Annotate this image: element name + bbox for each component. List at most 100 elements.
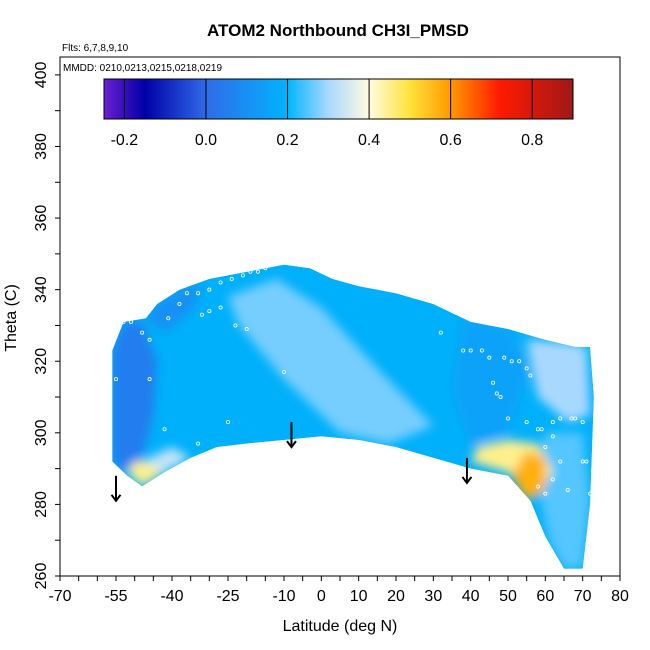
sample-point — [248, 269, 253, 274]
sample-point — [588, 491, 593, 496]
y-tick-label: 300 — [33, 419, 50, 446]
x-tick-label: 70 — [574, 588, 592, 605]
sample-point — [468, 348, 473, 353]
sample-point — [494, 391, 499, 396]
field-region-south-light — [142, 447, 191, 473]
colorbar: -0.2 0.0 0.2 0.4 0.6 0.8 — [103, 78, 574, 149]
colorbar-tick-label: 0.8 — [521, 132, 543, 149]
sample-point — [207, 309, 212, 314]
sample-point — [550, 434, 555, 439]
arrow-marker — [461, 457, 473, 485]
sample-point — [479, 348, 484, 353]
sample-point — [218, 305, 223, 310]
y-tick-label: 340 — [33, 276, 50, 303]
x-tick-label: 60 — [536, 588, 554, 605]
sample-point — [535, 427, 540, 432]
sample-point — [509, 359, 514, 364]
sample-point — [207, 287, 212, 292]
chart-title: ATOM2 Northbound CH3I_PMSD — [207, 21, 469, 40]
y-tick-label: 260 — [33, 563, 50, 590]
field-region-upper-west — [145, 282, 202, 333]
field-region-central-light — [228, 278, 434, 444]
sample-point — [162, 427, 167, 432]
x-tick-label: 20 — [387, 588, 405, 605]
sample-point — [147, 337, 152, 342]
sample-point — [528, 373, 533, 378]
sample-point — [498, 395, 503, 400]
sample-point — [502, 355, 507, 360]
sample-point — [229, 276, 234, 281]
sample-point — [218, 280, 223, 285]
sample-point — [281, 369, 286, 374]
sample-point — [267, 262, 272, 267]
sample-point — [121, 319, 126, 324]
x-tick-label: -55 — [104, 588, 127, 605]
sample-point — [438, 330, 443, 335]
colorbar-ticks: -0.2 0.0 0.2 0.4 0.6 0.8 — [111, 79, 543, 149]
sample-point — [584, 459, 589, 464]
sample-point — [524, 366, 529, 371]
field-region-south-yellow — [127, 461, 165, 487]
sample-point — [580, 459, 585, 464]
sample-point — [244, 327, 249, 332]
colorbar-tick-label: 0.0 — [195, 132, 217, 149]
sample-point — [487, 355, 492, 360]
sample-point — [558, 459, 563, 464]
field-region-arctic-light — [526, 339, 591, 423]
x-tick-label: 40 — [462, 588, 480, 605]
x-tick-label: 80 — [611, 588, 629, 605]
sample-point — [524, 420, 529, 425]
sample-point — [543, 491, 548, 496]
sample-point — [539, 427, 544, 432]
sample-point — [569, 416, 574, 421]
sample-point — [580, 420, 585, 425]
colorbar-tick-label: -0.2 — [111, 132, 139, 149]
sample-point — [543, 445, 548, 450]
y-tick-label: 280 — [33, 491, 50, 518]
sample-point — [573, 416, 578, 421]
sample-point — [505, 416, 510, 421]
sample-point — [517, 359, 522, 364]
x-tick-label: 10 — [350, 588, 368, 605]
sample-point — [550, 477, 555, 482]
sample-point — [591, 516, 596, 521]
field-region-western-edge — [112, 321, 158, 473]
y-axis: 260 280 300 320 340 360 380 400 — [33, 61, 60, 589]
x-tick-label: 0 — [317, 588, 326, 605]
flights-label: Flts: 6,7,8,9,10 — [62, 43, 129, 54]
sample-point — [263, 266, 268, 271]
sample-point — [588, 566, 593, 571]
x-tick-label: -10 — [272, 588, 295, 605]
colorbar-tick-label: 0.6 — [440, 132, 462, 149]
sample-point — [177, 301, 182, 306]
arrow-marker — [286, 422, 297, 449]
sample-points — [114, 262, 596, 571]
sample-point — [240, 273, 245, 278]
arrows — [110, 422, 473, 503]
colorbar-tick-label: 0.2 — [276, 132, 298, 149]
y-tick-label: 380 — [33, 133, 50, 160]
sample-point — [114, 377, 119, 382]
sample-point — [461, 348, 466, 353]
arrow-marker — [110, 475, 122, 503]
x-axis: -70 -55 -40 -25 -10 0 10 20 30 40 50 60 70 80 — [48, 576, 629, 605]
sample-point — [199, 312, 204, 317]
sample-point — [255, 269, 260, 274]
field-region-arctic-column — [537, 432, 591, 569]
sample-point — [565, 488, 570, 493]
sample-point — [196, 291, 201, 296]
x-tick-label: -70 — [48, 588, 71, 605]
sample-point — [558, 416, 563, 421]
data-field — [112, 264, 594, 569]
sample-point — [550, 420, 555, 425]
x-axis-label: Latitude (deg N) — [283, 618, 398, 635]
dates-label: MMDD: 0210,0213,0215,0218,0219 — [63, 63, 222, 74]
y-tick-label: 320 — [33, 348, 50, 375]
colorbar-tick-label: 0.4 — [358, 132, 380, 149]
y-tick-label: 360 — [33, 205, 50, 232]
x-tick-label: 50 — [499, 588, 517, 605]
sample-point — [225, 420, 230, 425]
sample-point — [196, 441, 201, 446]
colorbar-bar — [103, 78, 574, 120]
